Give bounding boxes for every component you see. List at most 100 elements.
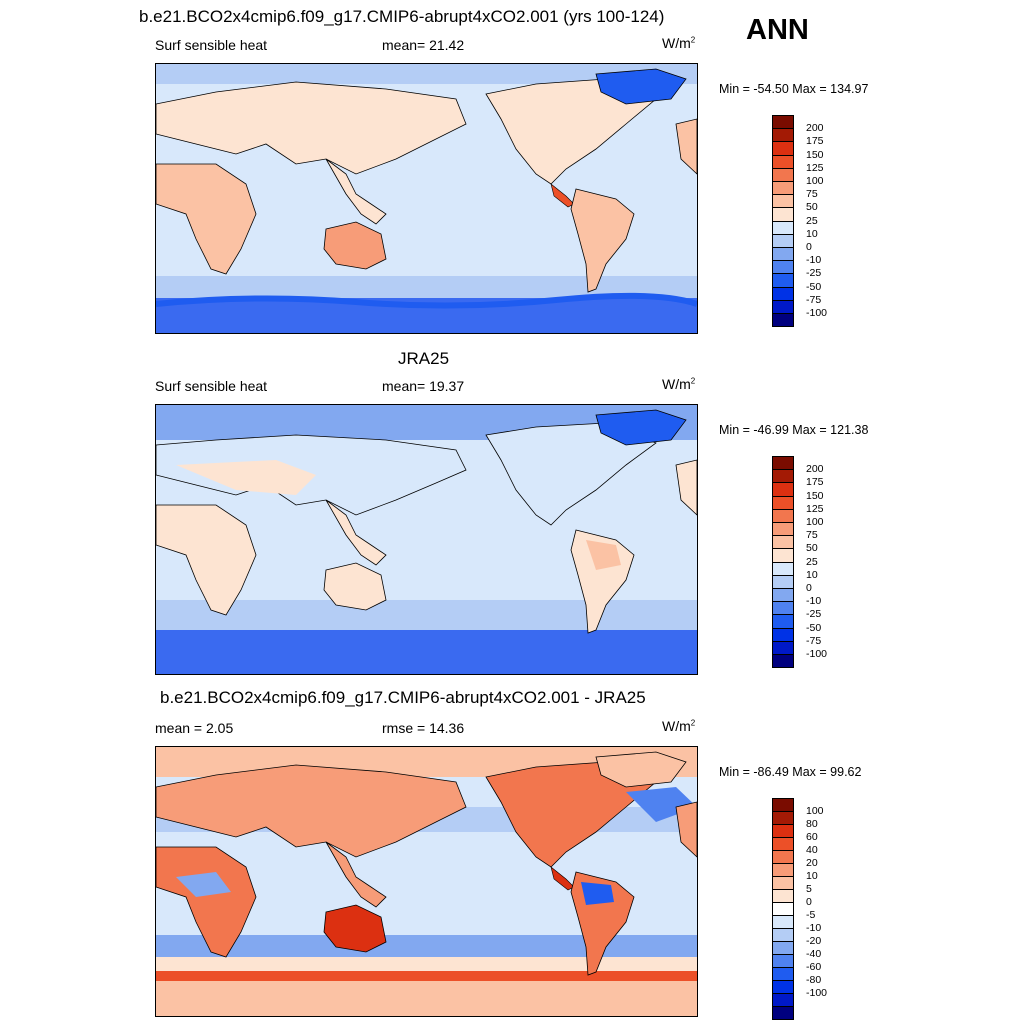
panel-2-colorbar xyxy=(772,456,794,669)
colorbar-swatch xyxy=(772,850,794,864)
colorbar-swatch xyxy=(772,561,794,576)
colorbar-swatch xyxy=(772,456,794,471)
panel-2-title: JRA25 xyxy=(398,349,450,368)
colorbar-swatch xyxy=(772,837,794,851)
antarctic-margin-warm xyxy=(156,971,697,981)
colorbar-tick-label: -50 xyxy=(806,621,822,634)
colorbar-tick-label: 10 xyxy=(806,870,818,882)
colorbar-tick-label: 20 xyxy=(806,857,818,869)
colorbar-swatch xyxy=(772,1006,794,1020)
colorbar-swatch xyxy=(772,627,794,642)
colorbar-swatch xyxy=(772,154,794,169)
colorbar-swatch xyxy=(772,798,794,812)
colorbar-swatch xyxy=(772,299,794,314)
colorbar-swatch xyxy=(772,967,794,981)
panel-2-mean-label: mean= 19.37 xyxy=(382,378,465,394)
colorbar-tick-label: 200 xyxy=(806,122,824,135)
panel-3-rmse-label: rmse = 14.36 xyxy=(382,720,465,736)
australia xyxy=(323,562,387,611)
colorbar-tick-label: -100 xyxy=(806,648,828,660)
colorbar-swatch xyxy=(772,640,794,655)
arctic-band xyxy=(156,64,697,84)
north-america xyxy=(485,422,657,526)
colorbar-tick-label: 75 xyxy=(806,188,818,201)
colorbar-swatch xyxy=(772,876,794,890)
colorbar-tick-label: 125 xyxy=(806,502,824,515)
africa xyxy=(156,163,257,275)
colorbar-tick-label: 200 xyxy=(806,463,824,476)
europe-edge xyxy=(675,118,697,175)
colorbar-swatch xyxy=(772,980,794,994)
colorbar-tick-label: -75 xyxy=(806,634,822,647)
southern-ocean-band xyxy=(156,935,697,957)
panel-1-title: b.e21.BCO2x4cmip6.f09_g17.CMIP6-abrupt4x… xyxy=(139,7,665,26)
colorbar-swatch xyxy=(772,614,794,629)
colorbar-swatch xyxy=(772,273,794,288)
colorbar-swatch xyxy=(772,928,794,942)
central-america xyxy=(550,183,575,208)
colorbar-swatch xyxy=(772,508,794,523)
panel-3-mean-label: mean = 2.05 xyxy=(155,720,234,736)
north-america xyxy=(485,761,657,868)
panel-2-map-svg xyxy=(156,405,697,674)
colorbar-tick-label: -100 xyxy=(806,307,828,319)
africa xyxy=(156,504,257,616)
panel-2-unit-label: W/m2 xyxy=(662,376,696,392)
colorbar-swatch xyxy=(772,207,794,222)
colorbar-tick-label: 175 xyxy=(806,476,824,489)
colorbar-swatch xyxy=(772,286,794,301)
panel-1-map-svg xyxy=(156,64,697,333)
antarctic-margin xyxy=(156,292,697,309)
panel-1-colorbar xyxy=(772,115,794,328)
colorbar-swatch xyxy=(772,588,794,603)
colorbar-swatch xyxy=(772,654,794,669)
southern-warm-band xyxy=(156,957,697,971)
panel-3-unit-label: W/m2 xyxy=(662,718,696,734)
colorbar-tick-label: 25 xyxy=(806,555,818,568)
australia xyxy=(323,221,387,270)
south-asia xyxy=(325,158,387,225)
colorbar-swatch xyxy=(772,902,794,916)
colorbar-swatch xyxy=(772,313,794,328)
colorbar-swatch xyxy=(772,482,794,497)
colorbar-tick-label: 25 xyxy=(806,214,818,227)
colorbar-swatch xyxy=(772,915,794,929)
colorbar-tick-label: 100 xyxy=(806,516,824,528)
colorbar-swatch xyxy=(772,574,794,589)
australia xyxy=(323,904,387,953)
colorbar-tick-label: 50 xyxy=(806,201,818,214)
colorbar-tick-label: 5 xyxy=(806,883,812,895)
europe-edge xyxy=(675,459,697,516)
africa xyxy=(156,846,257,958)
colorbar-tick-label: -100 xyxy=(806,987,828,999)
colorbar-tick-label: -25 xyxy=(806,608,822,621)
colorbar-tick-label: -10 xyxy=(806,254,822,267)
colorbar-tick-label: 10 xyxy=(806,227,818,240)
colorbar-tick-label: 0 xyxy=(806,582,812,594)
panel-1-mean-label: mean= 21.42 xyxy=(382,37,465,53)
colorbar-swatch xyxy=(772,522,794,537)
antarctica xyxy=(156,981,697,1016)
southern-ocean-band xyxy=(156,276,697,298)
panel-2-variable-label: Surf sensible heat xyxy=(155,378,268,394)
panel-3-map-svg xyxy=(156,747,697,1016)
north-america xyxy=(485,78,657,185)
panel-3-title: b.e21.BCO2x4cmip6.f09_g17.CMIP6-abrupt4x… xyxy=(160,688,646,707)
greenland xyxy=(595,751,687,788)
panel-1-variable-label: Surf sensible heat xyxy=(155,37,268,53)
south-asia xyxy=(325,499,387,566)
colorbar-tick-label: -75 xyxy=(806,293,822,306)
panel-1-map xyxy=(155,63,698,334)
colorbar-swatch xyxy=(772,601,794,616)
colorbar-swatch xyxy=(772,181,794,196)
south-america xyxy=(570,188,635,293)
colorbar-swatch xyxy=(772,811,794,825)
colorbar-tick-label: 0 xyxy=(806,896,812,908)
central-america xyxy=(550,866,575,891)
colorbar-tick-label: 75 xyxy=(806,529,818,542)
colorbar-tick-label: 60 xyxy=(806,831,818,843)
colorbar-swatch xyxy=(772,495,794,510)
greenland xyxy=(595,68,687,105)
colorbar-swatch xyxy=(772,128,794,143)
panel-2-map xyxy=(155,404,698,675)
